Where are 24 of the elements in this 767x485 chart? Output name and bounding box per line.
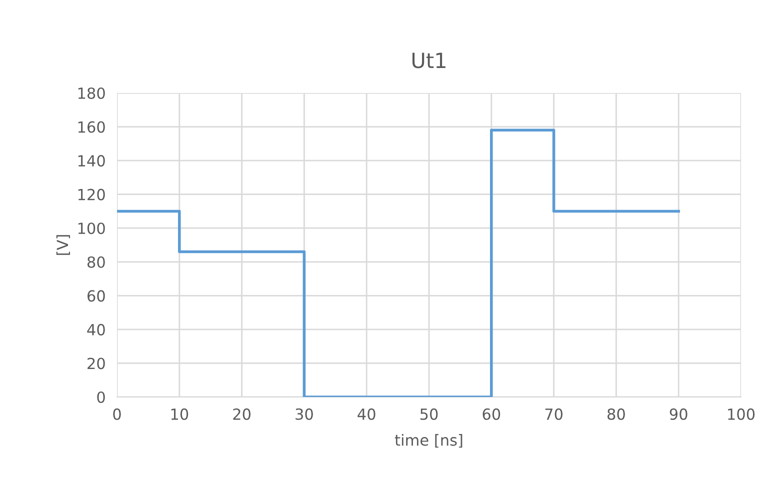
y-tick-label: 100 (78, 222, 105, 234)
x-tick-label: 100 (728, 408, 755, 420)
y-tick-label: 180 (78, 87, 105, 100)
y-tick-label: 0 (97, 391, 105, 404)
y-tick-label: 40 (87, 324, 105, 336)
x-tick-label: 10 (171, 408, 188, 420)
y-tick-label: 120 (78, 188, 105, 200)
chart-title: Ut1 (412, 52, 446, 68)
x-tick-label: 70 (545, 408, 563, 420)
x-axis-title: time [ns] (394, 434, 462, 448)
x-tick-label: 50 (420, 408, 438, 420)
x-tick-label: 0 (113, 408, 121, 420)
x-tick-label: 90 (670, 408, 688, 420)
x-tick-label: 40 (358, 408, 376, 420)
y-axis-title: [V] (56, 235, 70, 255)
x-tick-label: 20 (233, 408, 251, 420)
y-tick-label: 80 (87, 256, 105, 268)
y-tick-label: 140 (78, 155, 105, 167)
y-tick-label: 20 (88, 358, 105, 370)
y-tick-label: 160 (78, 121, 105, 133)
x-tick-label: 60 (482, 408, 500, 420)
x-tick-label: 30 (296, 408, 313, 420)
y-tick-label: 60 (88, 290, 105, 302)
x-tick-label: 80 (608, 408, 625, 420)
